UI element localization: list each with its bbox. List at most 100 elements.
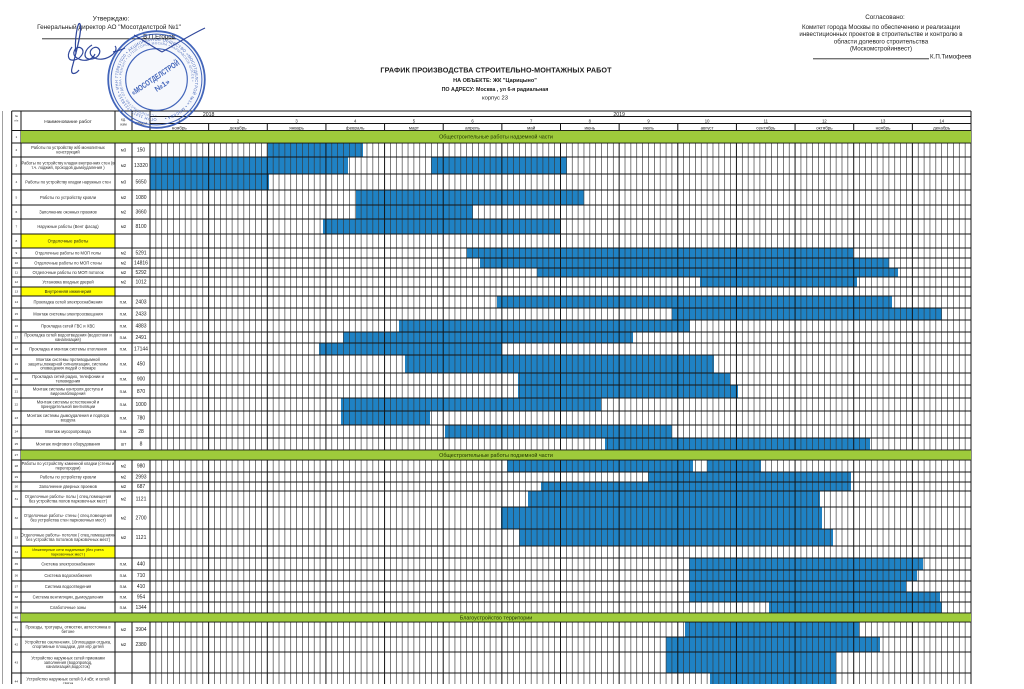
svg-text:440: 440 (137, 562, 146, 568)
svg-text:8100: 8100 (135, 224, 146, 230)
svg-text:7: 7 (15, 225, 17, 229)
svg-text:27: 27 (15, 453, 19, 457)
svg-text:Установка входных дверей: Установка входных дверей (42, 279, 93, 284)
svg-text:4883: 4883 (135, 324, 146, 330)
svg-text:687: 687 (137, 484, 146, 490)
svg-text:защиты,пожарной сигнализации,: защиты,пожарной сигнализации, системы (28, 361, 108, 366)
svg-text:17144: 17144 (134, 347, 148, 353)
svg-text:41: 41 (15, 628, 19, 632)
svg-text:воздуха: воздуха (61, 418, 77, 423)
svg-text:28: 28 (138, 429, 144, 435)
svg-text:апрель: апрель (465, 125, 480, 130)
svg-text:980: 980 (137, 464, 146, 470)
svg-text:м2: м2 (121, 163, 127, 168)
svg-text:Работы по устройству кровли: Работы по устройству кровли (40, 474, 96, 479)
svg-text:п/п: п/п (14, 119, 18, 123)
svg-text:м2: м2 (121, 642, 127, 647)
svg-text:954: 954 (137, 595, 146, 601)
svg-text:39: 39 (15, 606, 19, 610)
svg-text:18: 18 (15, 347, 19, 351)
svg-text:2993: 2993 (135, 475, 146, 481)
svg-text:м2: м2 (121, 484, 127, 489)
svg-text:13320: 13320 (134, 163, 148, 169)
svg-text:Объем: Объем (135, 122, 147, 126)
svg-text:10: 10 (15, 261, 19, 265)
svg-text:21: 21 (15, 390, 19, 394)
svg-text:Утверждаю:: Утверждаю: (93, 16, 130, 23)
svg-text:м2: м2 (121, 463, 127, 468)
svg-text:ГРАФИК ПРОИЗВОДСТВА СТРОИТЕЛЬН: ГРАФИК ПРОИЗВОДСТВА СТРОИТЕЛЬНО-МОНТАЖНЫ… (380, 66, 612, 75)
svg-text:11: 11 (764, 118, 769, 123)
svg-text:п.м.: п.м. (120, 346, 128, 351)
svg-text:м3: м3 (121, 179, 127, 184)
svg-text:области долевого строительства: области долевого строительства (834, 38, 929, 45)
svg-text:Наружные работы (Вент фасад): Наружные работы (Вент фасад) (37, 224, 99, 229)
svg-text:34: 34 (15, 550, 19, 554)
svg-text:оповещения людей о пожаре: оповещения людей о пожаре (40, 366, 96, 371)
svg-text:Работы по устройству кладки на: Работы по устройству кладки наружных сте… (25, 179, 110, 184)
svg-text:44: 44 (15, 680, 19, 684)
svg-text:12: 12 (822, 118, 827, 123)
svg-text:шт: шт (121, 441, 126, 446)
svg-text:870: 870 (137, 389, 146, 395)
svg-text:п.м.: п.м. (120, 415, 128, 420)
svg-text:3660: 3660 (135, 210, 146, 216)
svg-text:Монтаж мусоропровода: Монтаж мусоропровода (45, 429, 91, 434)
svg-text:10: 10 (705, 118, 710, 123)
svg-text:33: 33 (15, 536, 19, 540)
svg-text:Отделочные работы по МОП потол: Отделочные работы по МОП потолок (32, 270, 103, 275)
svg-text:Заполнение дверных проемов: Заполнение дверных проемов (39, 484, 97, 489)
svg-text:Прокладка и монтаж системы ото: Прокладка и монтаж системы отопления (29, 346, 107, 351)
svg-text:май: май (527, 124, 536, 130)
svg-text:принудительной вентиляции: принудительной вентиляции (41, 404, 95, 409)
svg-text:8: 8 (589, 118, 592, 123)
svg-text:4: 4 (15, 180, 17, 184)
svg-text:ПО АДРЕСУ: Москва , ул 6-я рад: ПО АДРЕСУ: Москва , ул 6-я радиальная (442, 87, 549, 93)
svg-text:Слаботочные зоны: Слаботочные зоны (50, 605, 86, 610)
svg-text:4: 4 (354, 118, 357, 123)
svg-text:2018: 2018 (203, 112, 215, 118)
svg-text:17: 17 (15, 336, 19, 340)
svg-text:декабрь: декабрь (933, 125, 951, 130)
svg-text:Отделочные работы по МОП полы: Отделочные работы по МОП полы (35, 250, 101, 255)
svg-text:сентябрь: сентябрь (756, 125, 776, 130)
svg-text:8: 8 (140, 442, 143, 448)
svg-text:Прокладка сетей водоотведения: Прокладка сетей водоотведения (водостоки… (24, 333, 111, 338)
svg-text:23: 23 (15, 416, 19, 420)
svg-text:710: 710 (137, 573, 146, 579)
svg-text:28: 28 (15, 464, 19, 468)
svg-text:5650: 5650 (135, 180, 146, 186)
svg-text:410: 410 (137, 584, 146, 590)
svg-text:перегородки): перегородки) (55, 466, 81, 471)
svg-text:телевидения: телевидения (56, 379, 81, 384)
svg-text:м2: м2 (121, 209, 127, 214)
svg-text:п.м.: п.м. (120, 361, 128, 366)
svg-text:Устройство наружных сетей прие: Устройство наружных сетей приемами (31, 656, 105, 661)
svg-text:п.м.: п.м. (120, 376, 128, 381)
svg-text:Система вентиляции, дымоудален: Система вентиляции, дымоудаления (33, 594, 104, 599)
svg-text:2380: 2380 (135, 642, 146, 648)
svg-text:Работы по устройству кладки вн: Работы по устройству кладки внутренних с… (21, 161, 114, 166)
svg-text:9: 9 (15, 251, 17, 255)
svg-text:Монтаж системы естественной и: Монтаж системы естественной и (37, 400, 100, 405)
svg-text:7: 7 (530, 118, 533, 123)
svg-text:ед.: ед. (121, 118, 126, 122)
svg-text:2019: 2019 (613, 112, 625, 118)
svg-text:ноябрь: ноябрь (172, 125, 188, 130)
svg-text:инвестиционных проектов в стро: инвестиционных проектов в строительстве … (799, 31, 963, 38)
svg-text:1121: 1121 (136, 497, 147, 503)
svg-text:2433: 2433 (135, 312, 146, 318)
svg-text:1344: 1344 (135, 605, 146, 611)
svg-text:октябрь: октябрь (816, 125, 833, 130)
svg-text:2: 2 (237, 118, 240, 123)
svg-text:корпус 23: корпус 23 (482, 95, 508, 101)
svg-text:Работы по устройству кровли: Работы по устройству кровли (40, 195, 96, 200)
svg-text:Наименование работ: Наименование работ (44, 119, 92, 125)
svg-text:м2: м2 (121, 627, 127, 632)
svg-text:Система электроснабжения: Система электроснабжения (41, 561, 94, 566)
svg-text:м2: м2 (121, 496, 127, 501)
svg-text:Внутренняя инженерия: Внутренняя инженерия (45, 289, 92, 294)
svg-text:1080: 1080 (135, 195, 146, 201)
svg-text:Монтаж системы дымоудаления и: Монтаж системы дымоудаления и подпора (27, 413, 110, 418)
svg-text:31: 31 (15, 497, 19, 501)
